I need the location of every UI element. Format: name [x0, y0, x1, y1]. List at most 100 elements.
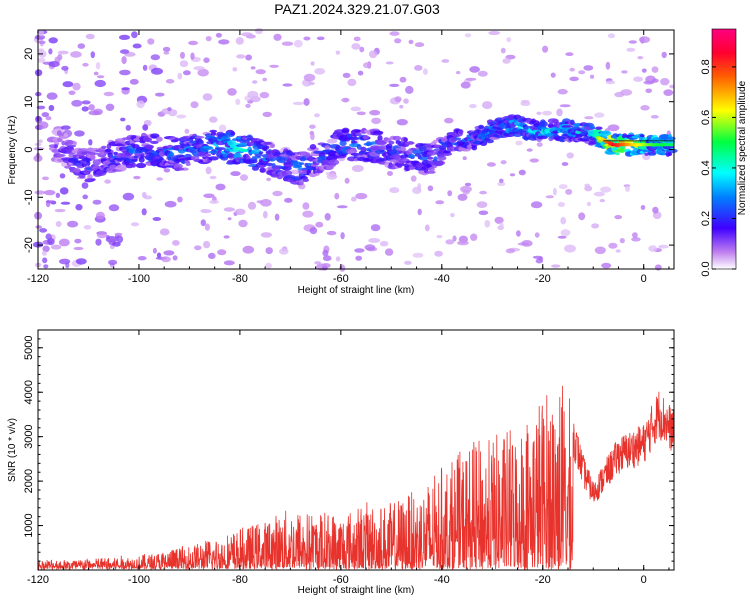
- spectrogram-cell: [545, 195, 554, 199]
- spectrogram-cell: [265, 145, 270, 150]
- spectrogram-cell: [399, 76, 407, 83]
- spectrogram-cell: [74, 238, 82, 244]
- spectrogram-cell: [561, 125, 574, 128]
- spectrogram-cell: [47, 238, 55, 246]
- spectrogram-cell: [599, 199, 605, 203]
- spectrogram-cell: [482, 101, 493, 110]
- spectrogram-cell: [235, 98, 241, 106]
- spectrogram-cell: [202, 93, 213, 101]
- x-tick-label: -100: [128, 574, 150, 586]
- spectrogram-cell: [39, 228, 48, 233]
- spectrogram-cell: [58, 258, 71, 265]
- spectrogram-cell: [135, 162, 147, 169]
- spectrogram-cell: [631, 237, 641, 242]
- spectrogram-cell: [95, 211, 105, 220]
- spectrogram-cell: [314, 261, 321, 265]
- spectrogram-cell: [259, 91, 270, 99]
- spectrogram-cell: [209, 116, 218, 123]
- spectrogram-cell: [316, 36, 325, 41]
- spectrogram-cell: [77, 43, 86, 49]
- spectrogram-cell: [208, 252, 216, 259]
- spectrogram-core-cell: [668, 143, 675, 147]
- spectrogram-cell: [355, 192, 368, 200]
- spectrogram-cell: [500, 160, 507, 165]
- spectrogram-cell: [478, 124, 484, 129]
- spectrogram-cell: [614, 215, 623, 220]
- spectrogram-cell: [643, 80, 655, 85]
- spectrogram-cell: [59, 187, 69, 195]
- spectrogram-cell: [88, 104, 95, 111]
- spectrogram-cell: [35, 116, 43, 123]
- x-tick-label: 0: [641, 273, 647, 285]
- spectrogram-cell: [163, 168, 171, 173]
- spectrogram-cell: [569, 67, 575, 72]
- spectrogram-cell: [81, 100, 91, 105]
- spectrogram-cell: [607, 124, 620, 132]
- spectrogram-cell: [112, 241, 121, 247]
- spectrogram-cell: [659, 152, 667, 156]
- spectrogram-cell: [163, 51, 170, 55]
- spectrogram-cell: [470, 233, 478, 241]
- spectrogram-cell: [274, 213, 280, 221]
- spectrogram-cell: [476, 201, 488, 209]
- spectrogram-cell: [119, 69, 131, 76]
- spectrogram-cell: [61, 65, 69, 71]
- spectrogram-cell: [185, 162, 191, 166]
- spectrogram-cell: [640, 36, 645, 44]
- spectrogram-cell: [419, 156, 428, 161]
- spectrogram-cell: [355, 255, 363, 261]
- spectrogram-cell: [60, 201, 71, 205]
- spectrogram-cell: [417, 208, 422, 216]
- spectrogram-cell: [177, 72, 183, 80]
- spectrogram-cell: [227, 217, 232, 221]
- snr-frame: [37, 329, 675, 571]
- spectrogram-cell: [645, 88, 652, 94]
- spectrogram-cell: [494, 216, 504, 224]
- spectrogram-cell: [479, 190, 487, 195]
- spectrogram-cell: [88, 139, 93, 146]
- spectrogram-cell: [41, 250, 47, 256]
- spectrogram-cell: [435, 200, 445, 205]
- y-tick-label: -20: [23, 237, 35, 253]
- spectrogram-cell: [309, 124, 316, 129]
- spectrogram-cell: [206, 146, 214, 150]
- spectrogram-cell: [308, 81, 315, 86]
- spectrogram-cell: [497, 181, 506, 187]
- spectrogram-cell: [48, 61, 60, 68]
- spectrogram-cell: [526, 148, 533, 152]
- spectrogram-cell: [250, 66, 256, 70]
- spectrogram-cell: [310, 132, 315, 141]
- spectrogram-cell: [87, 174, 93, 180]
- spectrogram-cell: [37, 57, 46, 63]
- spectrogram-cell: [309, 227, 318, 235]
- spectrogram-cell: [536, 111, 542, 116]
- spectrogram-cell: [506, 37, 512, 43]
- spectrogram-cell: [215, 183, 226, 191]
- spectrogram-cell: [131, 162, 136, 168]
- spectrogram-cell: [46, 92, 58, 100]
- spectrogram-cell: [223, 235, 230, 239]
- spectrogram-cell: [150, 140, 159, 144]
- spectrogram-cell: [414, 42, 425, 48]
- spectrogram-cell: [238, 219, 248, 228]
- spectrogram-cell: [335, 50, 341, 55]
- spectrogram-cell: [590, 74, 594, 79]
- spectrogram-cell: [315, 221, 324, 228]
- spectrogram-cell: [245, 54, 253, 61]
- snr-y-ticks: 1000 2000 3000 4000 5000: [23, 329, 674, 562]
- spectrogram-cell: [335, 145, 341, 152]
- spectrogram-cell: [141, 191, 147, 199]
- spectrogram-cell: [341, 127, 350, 134]
- spectrogram-cell: [425, 163, 432, 169]
- spectrogram-cell: [601, 262, 612, 269]
- snr-x-label: Height of straight line (km): [298, 585, 415, 596]
- spectrogram-cell: [272, 165, 281, 172]
- y-tick-label: 0: [23, 146, 35, 152]
- spectrogram-cell: [121, 56, 127, 65]
- y-tick-label: 3000: [23, 424, 35, 448]
- spectrogram-cell: [59, 173, 66, 179]
- spectrogram-cell: [547, 123, 554, 129]
- spectrogram-cell: [593, 191, 605, 197]
- spectrogram-cell: [96, 231, 108, 239]
- spectrogram-cell: [551, 119, 559, 124]
